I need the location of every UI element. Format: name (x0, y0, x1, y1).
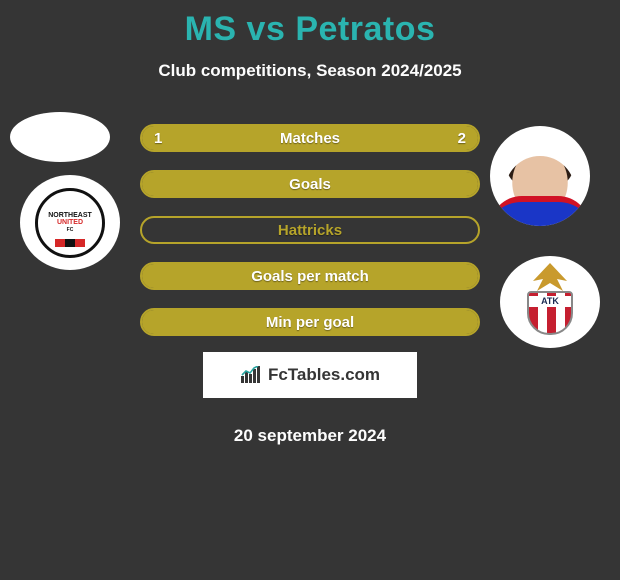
badge-text-line1: NORTHEAST (48, 212, 92, 219)
right-player-avatar (490, 126, 590, 226)
stat-bar: Min per goal (140, 308, 480, 336)
stat-bar-label: Goals per match (251, 268, 369, 285)
subtitle: Club competitions, Season 2024/2025 (0, 61, 620, 81)
left-club-badge: NORTHEAST UNITED FC (20, 175, 120, 270)
stat-bar-label: Goals (289, 176, 331, 193)
right-club-badge: ATK (500, 256, 600, 348)
eagle-icon (525, 261, 575, 295)
player-jersey-icon (490, 196, 590, 226)
atk-badge-icon: ATK (513, 261, 587, 343)
stat-bar-label: Hattricks (278, 222, 342, 239)
shield-icon: ATK (527, 291, 573, 335)
stat-bar: 1 2 Matches (140, 124, 480, 152)
stat-bar: Goals per match (140, 262, 480, 290)
bar-chart-icon (240, 366, 262, 384)
page-title: MS vs Petratos (0, 0, 620, 49)
northeast-united-badge-icon: NORTHEAST UNITED FC (35, 188, 105, 258)
badge-stripe-icon (55, 239, 85, 247)
badge-text-sub: FC (67, 227, 74, 233)
stat-bars: 1 2 Matches Goals Hattricks Goals per match Mi… (140, 124, 480, 354)
stat-bar: Goals (140, 170, 480, 198)
left-player-avatar (10, 112, 110, 162)
brand-box: FcTables.com (203, 352, 417, 398)
stat-bar-label: Matches (280, 130, 340, 147)
stat-bar-right-value: 2 (458, 130, 466, 147)
date-text: 20 september 2024 (0, 426, 620, 446)
atk-label: ATK (529, 296, 571, 307)
badge-text-line2: UNITED (57, 219, 83, 226)
stat-bar-label: Min per goal (266, 314, 354, 331)
stat-bar-left-value: 1 (154, 130, 162, 147)
stat-bar: Hattricks (140, 216, 480, 244)
brand-text: FcTables.com (268, 365, 380, 385)
